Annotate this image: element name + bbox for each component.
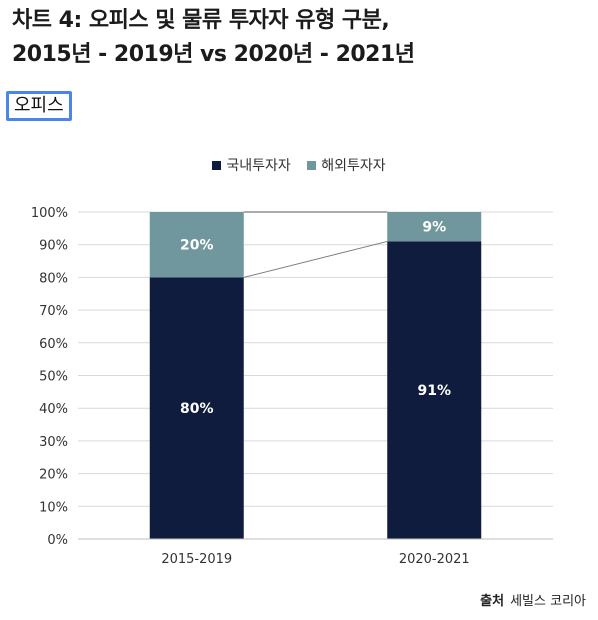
source-label: 출처 — [480, 594, 505, 609]
source-name: 세빌스 코리아 — [510, 594, 586, 609]
legend-label-domestic: 국내투자자 — [226, 158, 291, 174]
y-tick-label: 70% — [39, 304, 68, 319]
source-note: 출처 세빌스 코리아 — [480, 590, 586, 609]
data-label-domestic-2020-2021: 91% — [417, 383, 451, 399]
y-tick-label: 30% — [39, 435, 68, 450]
bar-domestic-2020-2021 — [387, 241, 482, 539]
legend: 국내투자자 해외투자자 — [0, 155, 598, 175]
y-tick-label: 60% — [39, 337, 68, 352]
legend-label-foreign: 해외투자자 — [321, 158, 386, 174]
bar-foreign-2020-2021 — [387, 212, 482, 242]
legend-item-foreign: 해외투자자 — [307, 155, 386, 175]
y-tick-label: 80% — [39, 271, 68, 286]
bar-domestic-2015-2019 — [149, 277, 244, 539]
x-tick-label: 2020-2021 — [399, 552, 470, 567]
data-label-foreign-2015-2019: 20% — [180, 238, 214, 254]
chart-title: 차트 4: 오피스 및 물류 투자자 유형 구분, 2015년 - 2019년 … — [12, 4, 415, 72]
y-tick-label: 90% — [39, 239, 68, 254]
title-line-1: 차트 4: 오피스 및 물류 투자자 유형 구분, — [12, 8, 390, 33]
data-label-domestic-2015-2019: 80% — [180, 401, 214, 417]
data-label-foreign-2020-2021: 9% — [422, 220, 446, 236]
y-tick-label: 0% — [47, 533, 68, 548]
legend-swatch-domestic — [212, 160, 222, 170]
legend-swatch-foreign — [307, 160, 317, 170]
legend-item-domestic: 국내투자자 — [212, 155, 291, 175]
y-tick-label: 50% — [39, 370, 68, 385]
x-tick-label: 2015-2019 — [161, 552, 232, 567]
office-tag: 오피스 — [6, 91, 72, 121]
y-tick-label: 40% — [39, 402, 68, 417]
y-tick-label: 10% — [39, 500, 68, 515]
y-tick-label: 20% — [39, 468, 68, 483]
y-tick-label: 100% — [31, 206, 68, 221]
title-line-2: 2015년 - 2019년 vs 2020년 - 2021년 — [12, 42, 415, 67]
bar-foreign-2015-2019 — [149, 212, 244, 278]
series-connector-domestic — [243, 240, 388, 278]
